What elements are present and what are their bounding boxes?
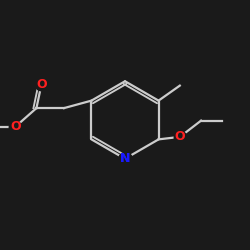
Text: N: N: [120, 152, 130, 165]
Text: O: O: [174, 130, 185, 143]
Text: O: O: [10, 120, 20, 134]
Text: O: O: [36, 78, 47, 91]
Text: N: N: [120, 152, 130, 165]
